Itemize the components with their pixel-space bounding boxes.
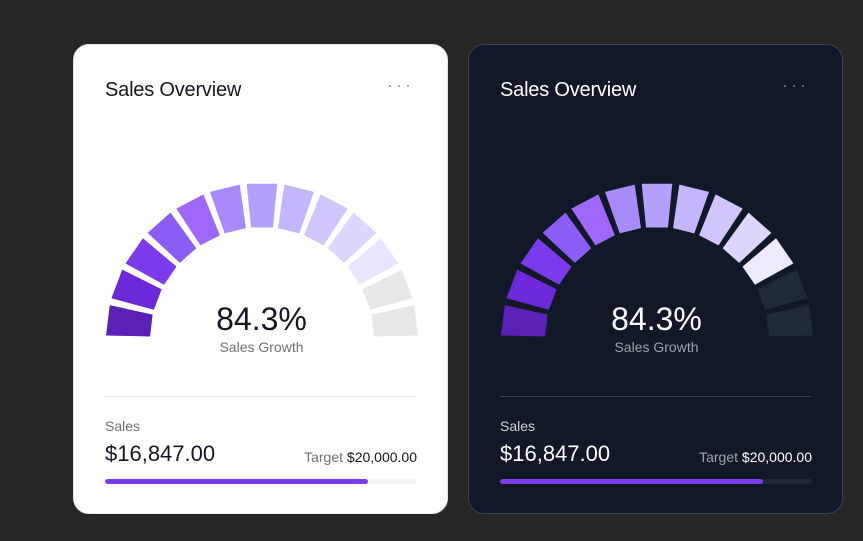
card-title: Sales Overview [105,79,242,101]
gauge-segment [210,184,246,234]
gauge-segment [722,212,772,263]
growth-percent: 84.3% [611,301,702,337]
sales-growth-gauge [501,183,813,337]
growth-percent: 84.3% [216,301,307,337]
growth-label: Sales Growth [219,339,304,355]
divider [500,396,811,397]
gauge-segment [125,238,177,285]
growth-label: Sales Growth [614,339,699,355]
gauge-segment [501,305,548,337]
gauge-segment [641,183,673,228]
gauge-segment [506,269,557,310]
gauge-segment [304,194,348,246]
gauge-segment [742,238,794,285]
sales-overview-card-dark: Sales Overview ··· 84.3% Sales Growth Sa… [468,44,843,514]
divider [105,396,416,397]
sales-progress-fill [105,479,368,484]
sales-overview-card-light: Sales Overview ··· 84.3% Sales Growth Sa… [73,44,448,514]
target: Target $20,000.00 [699,449,812,465]
sales-progress-bar [500,479,812,484]
gauge-segment [278,184,314,234]
gauge-segment [147,212,197,263]
gauge-segment [176,194,220,246]
sales-progress-bar [105,479,417,484]
gauge-segment [766,305,813,337]
sales-label: Sales [500,418,536,434]
card-title: Sales Overview [500,79,637,101]
sales-value: $16,847.00 [500,441,611,466]
gauge-segment [347,238,399,285]
sales-growth-gauge [106,183,418,337]
gauge-segment [520,238,572,285]
sales-progress-fill [500,479,763,484]
gauge-segment [111,269,162,310]
sales-label: Sales [105,418,141,434]
gauge-segment [246,183,278,228]
gauge-segment [106,305,153,337]
gauge-segment [699,194,743,246]
target-label: Target [699,449,739,465]
sales-value: $16,847.00 [105,441,216,466]
gauge-segment [371,305,418,337]
gauge-segment [571,194,615,246]
gauge-segment [605,184,641,234]
gauge-segment [757,269,808,310]
target-value: $20,000.00 [346,449,417,465]
more-options-icon[interactable]: ··· [782,75,809,95]
target-label: Target [304,449,344,465]
target: Target $20,000.00 [304,449,417,465]
target-value: $20,000.00 [741,449,812,465]
gauge-segment [542,212,592,263]
gauge-segment [327,212,377,263]
gauge-segment [362,269,413,310]
gauge-segment [673,184,709,234]
more-options-icon[interactable]: ··· [387,75,414,95]
